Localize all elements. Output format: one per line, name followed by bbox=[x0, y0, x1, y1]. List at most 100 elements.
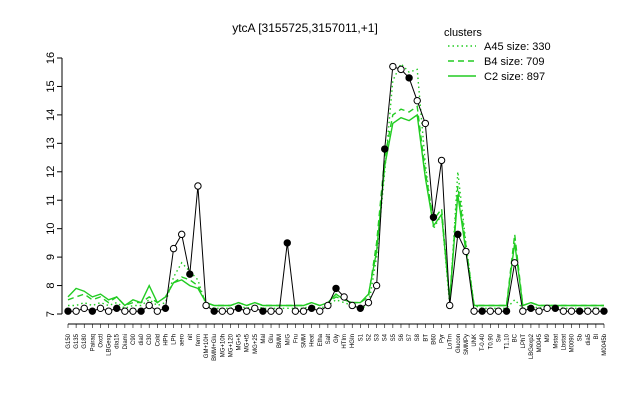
x-tick-label: M9 bbox=[545, 333, 551, 342]
x-axis: G150 G135 G180 Pairaq Oxctl LBGexp dia15 Diami C… bbox=[66, 323, 608, 361]
data-point bbox=[413, 96, 421, 105]
data-point bbox=[535, 307, 543, 315]
data-point bbox=[259, 307, 267, 315]
x-tick-label: MG+t5 bbox=[245, 333, 251, 352]
x-tick-label: MG+25 bbox=[253, 333, 259, 354]
x-tick-label: LPh bbox=[172, 334, 178, 345]
x-tick-label: BT bbox=[423, 334, 429, 342]
data-point bbox=[113, 304, 121, 313]
data-point bbox=[340, 293, 348, 301]
x-tick-label: Gly bbox=[334, 334, 340, 343]
x-tick-label: B60 bbox=[431, 333, 437, 344]
legend-title: clusters bbox=[444, 27, 482, 39]
legend-label: A45 size: 330 bbox=[484, 41, 551, 53]
x-tick-label: Glu bbox=[269, 334, 275, 343]
data-point bbox=[519, 307, 527, 315]
series-line-dashed bbox=[67, 105, 604, 307]
data-point bbox=[161, 304, 170, 313]
x-tick-label: MG+10h bbox=[220, 334, 226, 357]
y-tick-label: 8 bbox=[45, 282, 57, 288]
x-tick-label: aero bbox=[180, 333, 186, 346]
x-tick-label: Salt bbox=[326, 334, 332, 345]
data-point bbox=[584, 307, 592, 315]
y-tick-label: 14 bbox=[45, 109, 57, 121]
x-tick-label: LoTm bbox=[448, 334, 454, 349]
y-tick-label: 16 bbox=[45, 52, 57, 64]
data-point bbox=[348, 301, 356, 310]
data-point bbox=[502, 307, 511, 315]
x-tick-label: Glucon bbox=[456, 334, 462, 353]
data-point bbox=[291, 307, 300, 315]
data-point bbox=[202, 301, 210, 310]
y-tick-label: 13 bbox=[45, 137, 57, 149]
x-tick-label: G135 bbox=[74, 333, 80, 348]
data-point bbox=[283, 239, 291, 247]
data-point bbox=[454, 230, 462, 239]
data-point bbox=[437, 156, 446, 165]
data-point bbox=[72, 307, 80, 315]
x-tick-label: M0045 bbox=[537, 333, 543, 352]
x-tick-label: Lbstat bbox=[561, 334, 567, 351]
data-point bbox=[153, 307, 162, 315]
legend-label: C2 size: 897 bbox=[484, 71, 545, 83]
series-lines bbox=[67, 62, 604, 310]
data-point bbox=[210, 307, 218, 315]
y-tick-label: 7 bbox=[45, 311, 57, 317]
data-point bbox=[299, 307, 308, 315]
y-axis: 7 8 9 10 11 12 13 14 15 16 bbox=[45, 52, 63, 317]
data-point bbox=[364, 298, 373, 307]
data-point bbox=[186, 270, 194, 278]
series-line-solid bbox=[67, 113, 604, 307]
data-point bbox=[527, 304, 535, 313]
x-tick-label: SMM bbox=[302, 334, 308, 348]
data-point bbox=[567, 307, 576, 315]
data-point bbox=[80, 304, 88, 313]
data-point bbox=[551, 304, 559, 313]
x-tick-label: BMM bbox=[277, 334, 283, 348]
x-tick-label: SMMPy bbox=[464, 334, 470, 355]
x-tick-label: BC bbox=[513, 333, 519, 342]
data-point bbox=[121, 307, 129, 315]
data-point bbox=[575, 307, 584, 315]
x-tick-label: dia15 bbox=[115, 333, 121, 348]
data-point bbox=[275, 307, 283, 315]
data-point bbox=[381, 145, 389, 153]
x-tick-label: Etha bbox=[318, 333, 324, 346]
data-point bbox=[592, 307, 600, 315]
x-tick-label: dia0 bbox=[139, 333, 145, 345]
x-tick-label: C30 bbox=[147, 333, 153, 345]
x-tick-label: LPhT bbox=[521, 334, 527, 349]
x-tick-label: MG+120 bbox=[228, 333, 234, 357]
x-tick-label: ferm bbox=[196, 334, 202, 346]
data-point bbox=[470, 307, 478, 315]
y-tick-label: 11 bbox=[45, 195, 57, 206]
x-tick-label: C90 bbox=[131, 333, 137, 345]
data-point bbox=[96, 304, 105, 313]
x-tick-label: T1.10 bbox=[505, 333, 511, 349]
data-point bbox=[372, 281, 381, 290]
chart-title: ytcA [3155725,3157011,+1] bbox=[232, 21, 378, 35]
data-point bbox=[356, 304, 365, 313]
x-tick-label: Cold bbox=[155, 334, 161, 346]
x-tick-label: M0090 bbox=[570, 333, 576, 352]
x-tick-label: S2 bbox=[366, 333, 372, 341]
data-point bbox=[137, 307, 145, 315]
data-point bbox=[251, 304, 259, 313]
data-point bbox=[332, 284, 340, 293]
data-point bbox=[64, 307, 72, 315]
x-tick-label: S5 bbox=[391, 333, 397, 341]
data-point bbox=[559, 307, 568, 315]
legend-label: B4 size: 709 bbox=[484, 56, 545, 68]
x-tick-label: S3 bbox=[375, 333, 381, 341]
x-tick-label: LBGexp2 bbox=[529, 333, 535, 359]
series-line-dotted bbox=[68, 62, 604, 310]
data-point bbox=[543, 304, 551, 313]
data-point bbox=[177, 230, 186, 239]
x-tick-label: Pairaq bbox=[90, 334, 96, 351]
x-tick-label: Sb bbox=[578, 333, 584, 341]
data-point bbox=[316, 307, 324, 315]
x-tick-label: S8 bbox=[415, 333, 421, 341]
data-point bbox=[478, 307, 486, 315]
data-point bbox=[145, 301, 153, 310]
